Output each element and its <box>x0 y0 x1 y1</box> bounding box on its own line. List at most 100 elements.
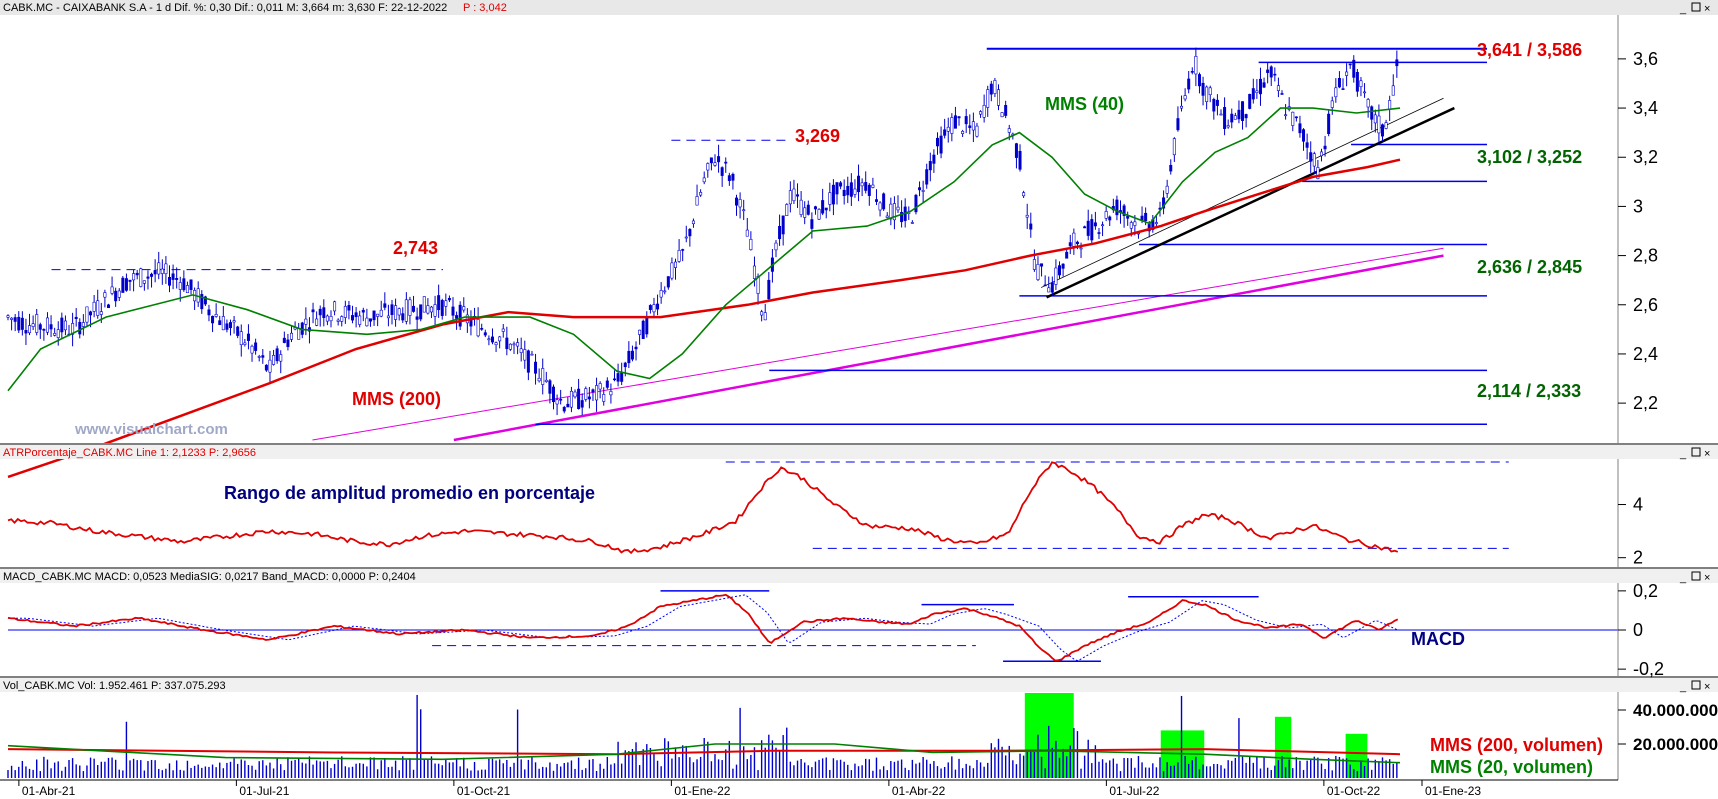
window-controls-macd[interactable]: _ × <box>1679 571 1710 584</box>
y-tick-label: 40.000.000 <box>1633 701 1718 720</box>
candle-body <box>731 173 735 181</box>
candle-body <box>437 295 441 311</box>
candle-body <box>1090 219 1094 241</box>
candle-body <box>1165 185 1169 194</box>
candle-body <box>232 320 236 323</box>
candle-body <box>505 337 509 350</box>
close-icon[interactable]: × <box>1704 448 1710 460</box>
main-header-text: CABK.MC - CAIXABANK S.A - 1 d Dif. %: 0,… <box>3 2 447 14</box>
candle-body <box>982 104 986 118</box>
candle-body <box>508 343 512 350</box>
candle-body <box>429 306 433 313</box>
candle-body <box>494 342 498 346</box>
candle-body <box>239 331 243 346</box>
candle-body <box>860 182 864 187</box>
y-tick-label: 3 <box>1633 196 1643 216</box>
close-icon[interactable]: × <box>1704 572 1710 584</box>
candle-body <box>1093 222 1097 227</box>
candle-body <box>333 301 337 312</box>
volume-mms200-line <box>7 748 1401 756</box>
minimize-icon[interactable]: _ <box>1679 448 1687 460</box>
candle-body <box>720 167 724 176</box>
candle-body <box>1316 167 1320 179</box>
candle-body <box>325 315 329 322</box>
candle-body <box>645 316 649 335</box>
candle-body <box>412 305 416 312</box>
candle-body <box>63 320 67 331</box>
candle-body <box>641 320 645 339</box>
vol-mms200-label: MMS (200, volumen) <box>1430 735 1603 755</box>
level-3269-label: 3,269 <box>795 126 840 146</box>
x-tick-label: 01-Abr-22 <box>892 784 946 798</box>
candle-body <box>569 390 573 408</box>
level-2743-label: 2,743 <box>393 238 438 258</box>
maximize-icon[interactable] <box>1691 571 1701 581</box>
window-controls-atr[interactable]: _ × <box>1679 447 1710 460</box>
macd-line <box>7 593 1399 662</box>
candle-body <box>351 315 355 321</box>
window-controls-volume[interactable]: _ × <box>1679 680 1710 693</box>
candle-body <box>200 294 204 310</box>
candle-body <box>914 194 918 213</box>
candle-body <box>892 203 896 221</box>
candle-body <box>1061 263 1065 269</box>
candle-body <box>1108 216 1112 221</box>
candle-body <box>53 333 57 336</box>
candle-body <box>426 305 430 314</box>
candle-body <box>932 154 936 164</box>
y-tick-label: 3,4 <box>1633 98 1658 118</box>
candle-body <box>1395 59 1399 67</box>
candle-body <box>648 305 652 310</box>
candle-body <box>106 304 110 309</box>
candle-body <box>1000 112 1004 118</box>
maximize-icon[interactable] <box>1691 447 1701 457</box>
atr-line <box>7 461 1399 555</box>
volume-header-text: Vol_CABK.MC Vol: 1.952.461 P: 337.075.29… <box>3 680 226 692</box>
trendline-black <box>1046 106 1455 299</box>
trendline-black-thin <box>1040 97 1444 288</box>
candle-body <box>1219 113 1223 116</box>
candle-body <box>275 348 279 362</box>
candle-body <box>1273 73 1277 76</box>
window-controls-main[interactable]: _ × <box>1679 2 1710 15</box>
candle-body <box>896 206 900 211</box>
minimize-icon[interactable]: _ <box>1679 3 1687 15</box>
candle-body <box>340 316 344 322</box>
close-icon[interactable]: × <box>1704 681 1710 693</box>
candle-body <box>1194 56 1198 75</box>
candle-body <box>964 116 968 125</box>
candle-body <box>993 80 997 94</box>
atr-panel <box>7 461 1509 555</box>
candle-body <box>900 212 904 223</box>
close-icon[interactable]: × <box>1704 3 1710 15</box>
candle-body <box>483 332 487 336</box>
candle-body <box>343 306 347 318</box>
candle-body <box>548 380 552 394</box>
maximize-icon[interactable] <box>1691 2 1701 12</box>
x-tick-label: 01-Oct-22 <box>1327 784 1381 798</box>
minimize-icon[interactable]: _ <box>1679 681 1687 693</box>
y-tick-label: 3,6 <box>1633 49 1658 69</box>
candle-body <box>311 309 315 313</box>
candle-body <box>853 188 857 195</box>
candle-body <box>1373 114 1377 124</box>
candle-body <box>480 328 484 330</box>
minimize-icon[interactable]: _ <box>1679 572 1687 584</box>
candle-body <box>185 285 189 294</box>
mms40-line <box>7 107 1401 392</box>
level-3641-label: 3,641 / 3,586 <box>1477 40 1582 60</box>
candle-body <box>455 315 459 319</box>
candle-body <box>257 356 261 358</box>
candle-body <box>218 320 222 325</box>
maximize-icon[interactable] <box>1691 680 1701 690</box>
candle-body <box>221 316 225 331</box>
y-tick-label: 20.000.000 <box>1633 735 1718 754</box>
candle-body <box>376 313 380 317</box>
candle-body <box>724 161 728 164</box>
candle-body <box>623 362 627 368</box>
y-tick-label: 4 <box>1633 495 1643 515</box>
candle-body <box>1388 100 1392 110</box>
candle-body <box>1237 109 1241 120</box>
candle-body <box>1004 104 1008 116</box>
atr-header-text: ATRPorcentaje_CABK.MC Line 1: 2,1233 P: … <box>3 447 256 459</box>
